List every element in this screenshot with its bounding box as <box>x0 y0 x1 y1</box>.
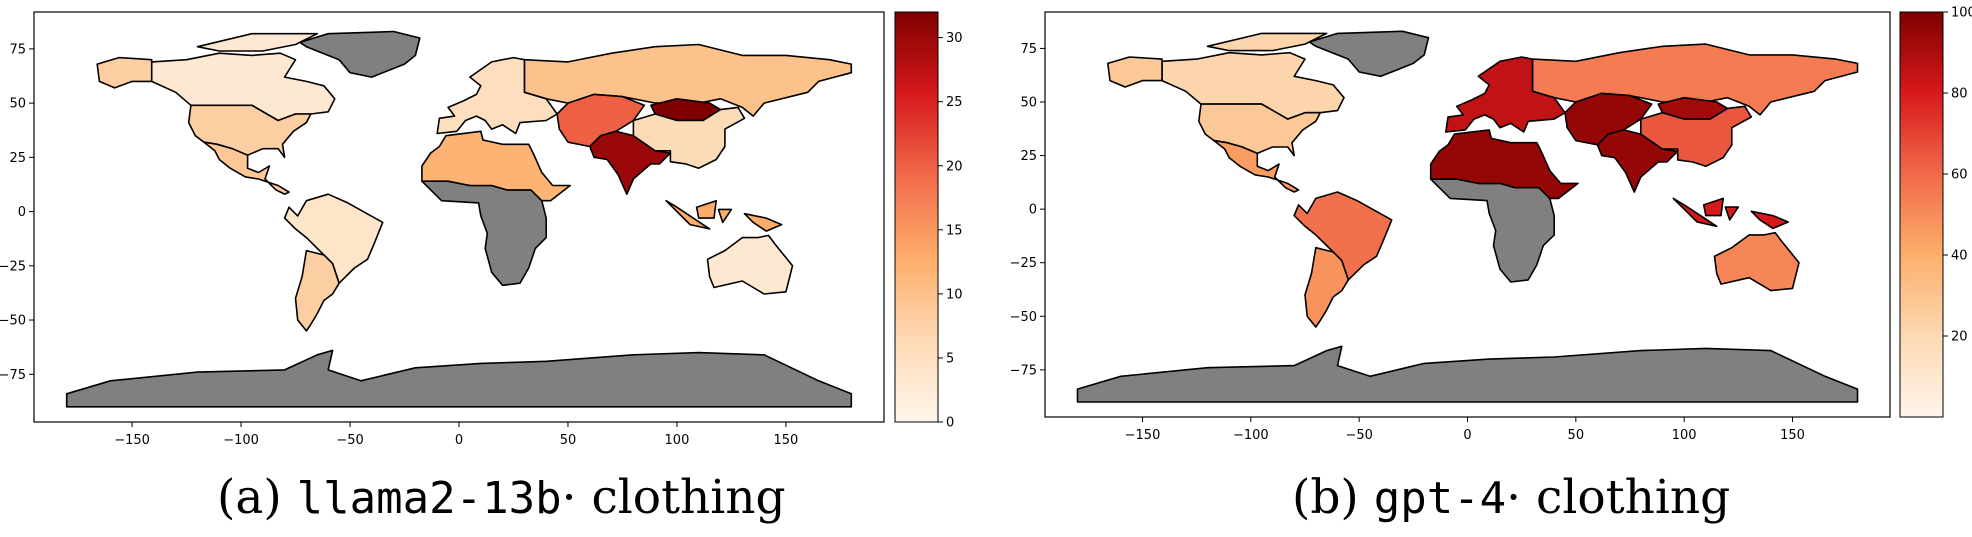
region-central-africa <box>1429 178 1555 283</box>
region-north-africa <box>421 130 571 202</box>
caption-a: (a) llama2-13b· clothing <box>217 470 786 525</box>
region-central-africa <box>421 180 547 287</box>
x-tick-label: −150 <box>1125 428 1161 443</box>
y-tick-label: −75 <box>1010 363 1037 378</box>
y-tick-label: 75 <box>1020 42 1037 57</box>
caption-suffix: · clothing <box>561 470 786 525</box>
x-tick-label: 0 <box>1463 428 1471 443</box>
region-china <box>632 106 746 169</box>
x-tick-label: −50 <box>1345 428 1372 443</box>
y-tick-label: −25 <box>1010 256 1037 271</box>
region-indonesia <box>695 199 717 219</box>
x-tick-label: 150 <box>1780 428 1805 443</box>
y-tick-label: −75 <box>0 368 26 383</box>
x-tick-label: −100 <box>223 433 259 448</box>
region-mexico <box>1213 139 1300 193</box>
region-indonesia <box>717 208 733 224</box>
region-australia <box>1713 231 1800 292</box>
colorbar-tick-label: 5 <box>946 351 954 366</box>
caption-b: (b) gpt-4· clothing <box>1292 470 1730 525</box>
region-australia <box>706 234 794 295</box>
region-antarctica <box>65 349 853 408</box>
region-argentina <box>294 249 340 332</box>
y-tick-label: 50 <box>1020 96 1037 111</box>
colorbar-tick-label: 20 <box>1951 330 1968 345</box>
chart-panel-b: −150 −100 −50 0 50 100 150 75 50 25 0 −25 −50 −75 20 40… <box>1005 0 1972 537</box>
region-greenland <box>1308 30 1430 78</box>
y-tick-label: 25 <box>9 151 26 166</box>
caption-model: llama2-13b <box>296 473 562 524</box>
region-europe <box>436 56 558 135</box>
region-mexico <box>203 141 290 195</box>
region-europe <box>1445 56 1566 133</box>
colorbar-tick-label: 25 <box>946 95 963 110</box>
region-indonesia <box>1750 210 1789 230</box>
x-tick-label: −150 <box>114 433 150 448</box>
x-tick-label: 50 <box>1568 428 1585 443</box>
y-tick-label: 0 <box>18 205 26 220</box>
map-regions <box>65 30 853 408</box>
region-antarctica <box>1076 345 1859 403</box>
x-tick-label: 50 <box>560 433 577 448</box>
region-india <box>589 130 672 195</box>
colorbar-tick-label: 40 <box>1951 249 1968 264</box>
colorbar-tick-label: 15 <box>946 223 963 238</box>
region-central-asia <box>556 93 646 148</box>
region-united-states <box>1107 56 1163 88</box>
map-regions <box>1076 30 1859 403</box>
x-tick-label: 100 <box>1672 428 1697 443</box>
region-united-states <box>96 56 153 89</box>
colorbar-tick-label: 100 <box>1951 6 1972 21</box>
region-argentina <box>1304 246 1350 328</box>
caption-suffix: · clothing <box>1506 470 1731 525</box>
region-central-asia <box>1564 92 1653 146</box>
x-tick-label: 100 <box>665 433 690 448</box>
y-tick-label: 0 <box>1029 203 1037 218</box>
colorbar-tick-label: 30 <box>946 31 963 46</box>
y-tick-label: −25 <box>0 259 26 274</box>
caption-model: gpt-4 <box>1373 473 1507 524</box>
y-tick-label: 50 <box>9 97 26 112</box>
colorbar-tick-label: 60 <box>1951 168 1968 183</box>
region-indonesia <box>743 212 783 232</box>
y-tick-label: 75 <box>9 42 26 57</box>
colorbar-tick-label: 80 <box>1951 87 1968 102</box>
region-greenland <box>299 30 421 78</box>
caption-prefix: (a) <box>217 470 282 525</box>
region-china <box>1640 105 1753 168</box>
region-indonesia <box>1672 197 1718 228</box>
x-tick-label: −50 <box>336 433 363 448</box>
region-indonesia <box>1724 206 1740 221</box>
region-canada <box>196 32 319 52</box>
x-tick-label: 150 <box>774 433 799 448</box>
choropleth-chart-b: −150 −100 −50 0 50 100 150 75 50 25 0 −25 −50 −75 20 40… <box>1010 6 1972 444</box>
chart-panel-a: −150 −100 −50 0 50 100 150 75 50 25 0 −25 −50 −75 0 5 10… <box>0 0 985 537</box>
colorbar-tick-label: 20 <box>946 159 963 174</box>
choropleth-chart-a: −150 −100 −50 0 50 100 150 75 50 25 0 −25 −50 −75 0 5 10… <box>0 11 963 448</box>
region-indonesia <box>665 199 711 230</box>
region-india <box>1596 129 1679 193</box>
colorbar <box>894 11 939 423</box>
colorbar-tick-label: 10 <box>946 287 963 302</box>
y-tick-label: −50 <box>1010 310 1037 325</box>
region-canada <box>1206 32 1328 52</box>
x-tick-label: −100 <box>1233 428 1269 443</box>
y-tick-label: 25 <box>1020 149 1037 164</box>
region-brazil <box>1293 191 1393 281</box>
region-indonesia <box>1702 197 1724 217</box>
colorbar <box>1899 11 1944 418</box>
caption-prefix: (b) <box>1292 470 1359 525</box>
y-tick-label: −50 <box>0 314 26 329</box>
region-brazil <box>283 193 384 284</box>
region-north-africa <box>1429 129 1579 200</box>
colorbar-tick-label: 0 <box>946 416 954 431</box>
x-tick-label: 0 <box>455 433 463 448</box>
